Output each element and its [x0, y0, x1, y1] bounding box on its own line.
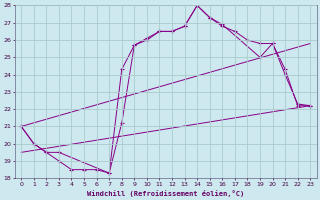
X-axis label: Windchill (Refroidissement éolien,°C): Windchill (Refroidissement éolien,°C)	[87, 190, 244, 197]
